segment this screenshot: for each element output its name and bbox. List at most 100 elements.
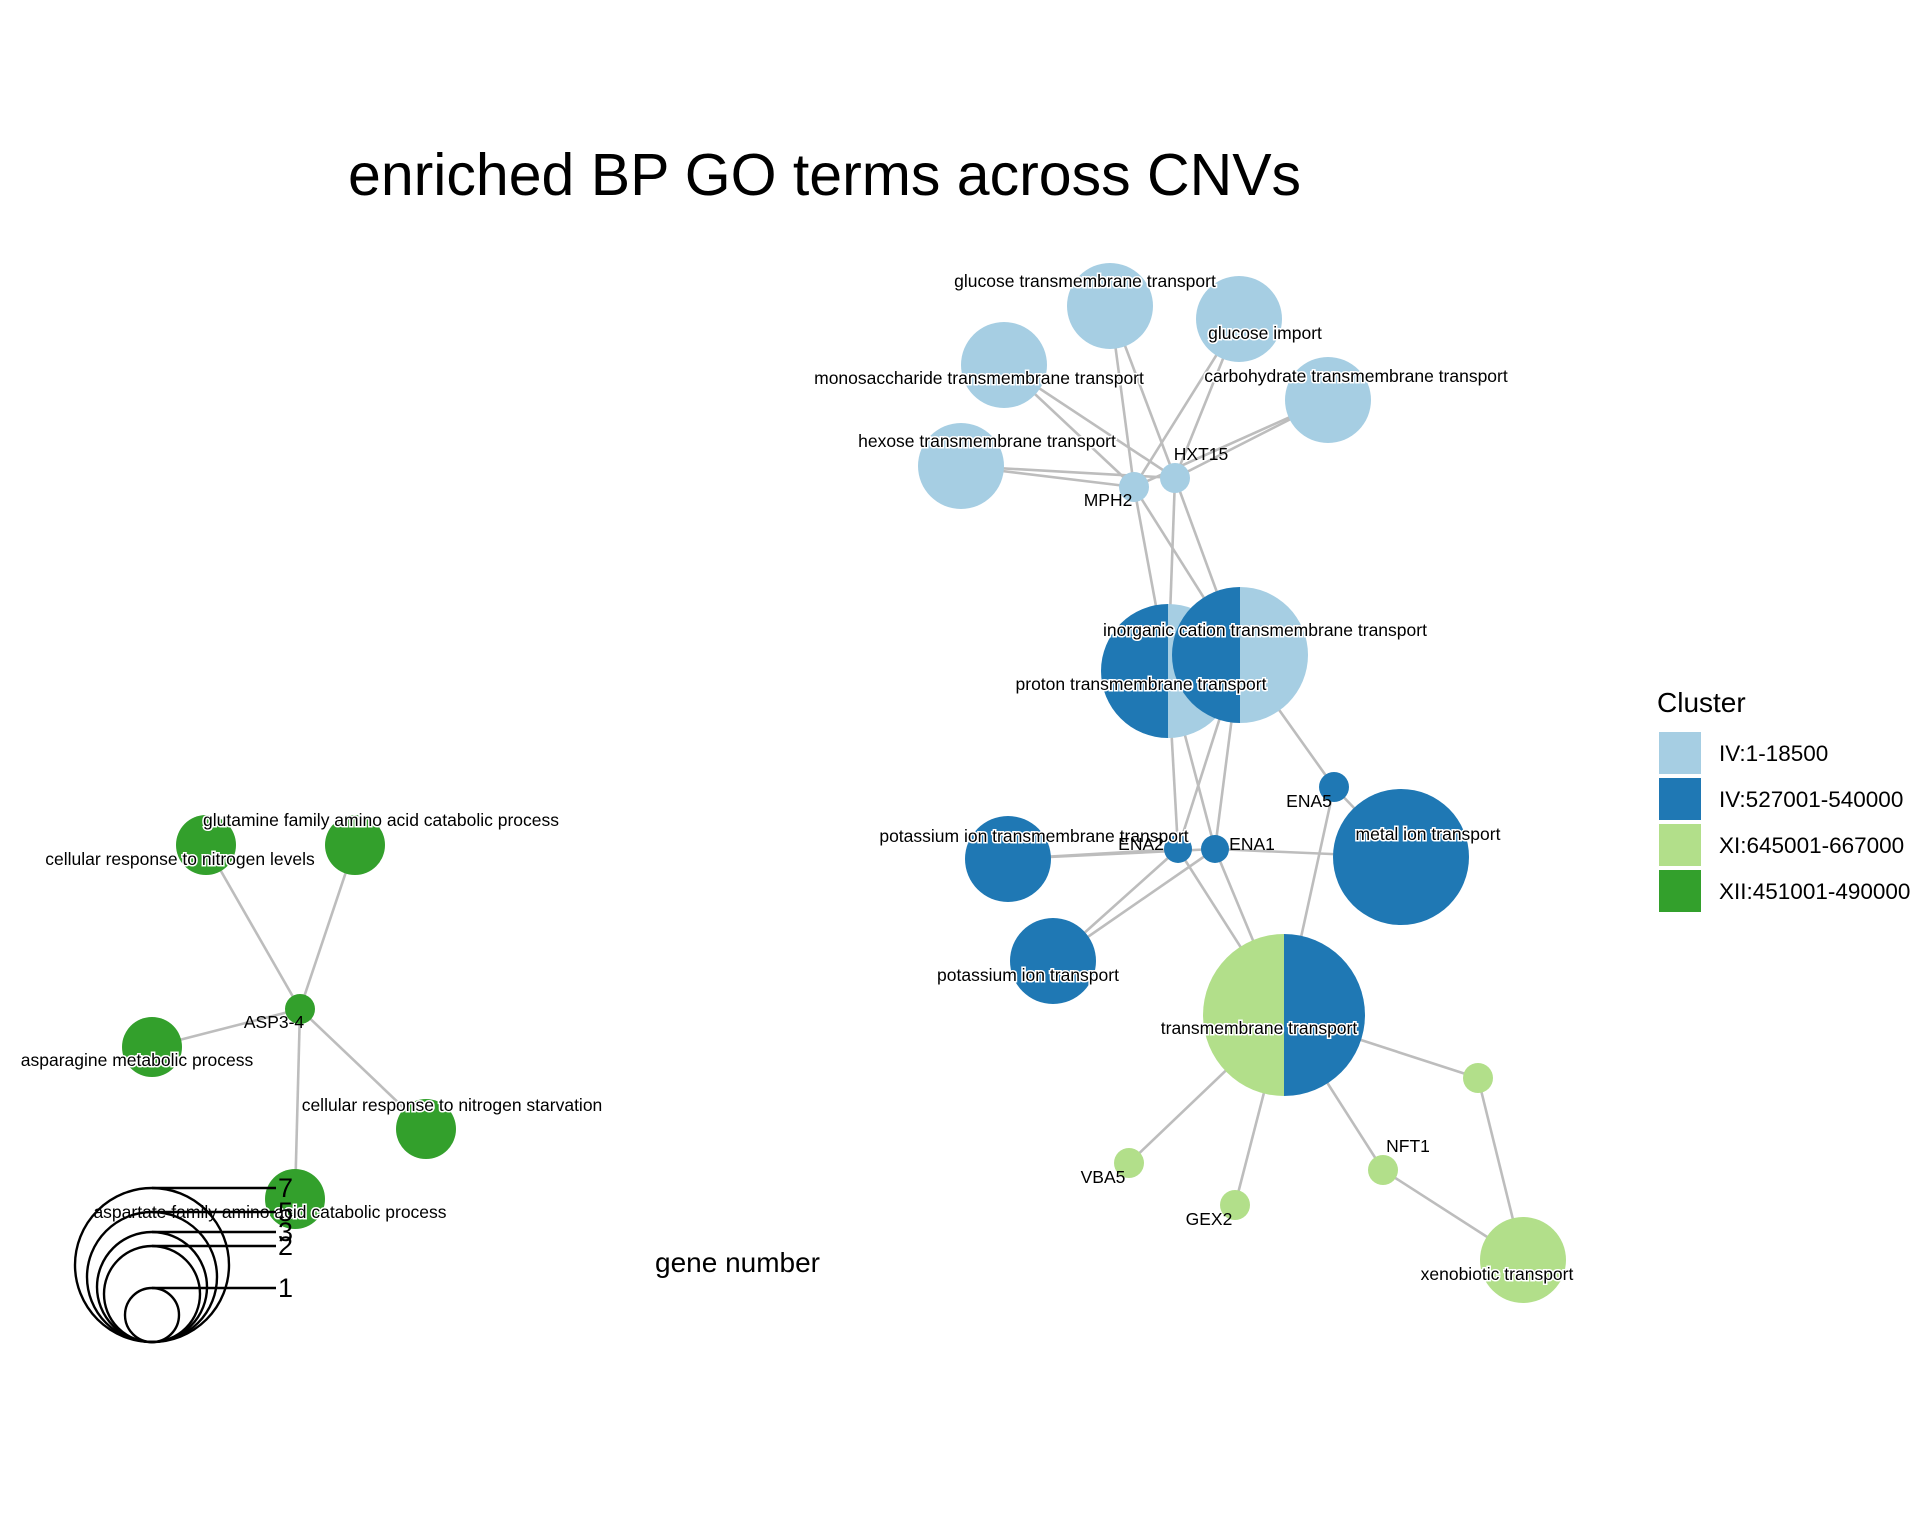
gene-label-mph2: MPH2: [1084, 490, 1133, 510]
pie-slice-right: [1284, 934, 1365, 1096]
gene-node-vba5: [1114, 1148, 1144, 1178]
size-legend-value-1: 1: [278, 1273, 293, 1303]
figure-title: enriched BP GO terms across CNVs: [348, 142, 1301, 208]
term-label-monosaccharide-transmembrane-transport: monosaccharide transmembrane transport: [814, 368, 1144, 388]
term-label-metal-ion-transport: metal ion transport: [1356, 824, 1501, 844]
pie-slice-right: [1240, 587, 1308, 723]
node-circle: [325, 815, 385, 875]
node-circle: [1201, 835, 1229, 863]
node-circle: [396, 1099, 456, 1159]
node-circle: [1160, 463, 1190, 493]
node-circle: [1220, 1190, 1250, 1220]
cluster-legend-title: Cluster: [1657, 687, 1746, 718]
cluster-legend-label-xi-645001-667000: XI:645001-667000: [1719, 833, 1904, 858]
node-circle: [965, 816, 1051, 902]
term-node-xenobiotic-transport: [1480, 1217, 1566, 1303]
network-labels: glucose transmembrane transport glucose i…: [19, 270, 1575, 1286]
node-circle: [1067, 263, 1153, 349]
gene-node-asp3-4: [285, 994, 315, 1024]
gene-node-ena1: [1201, 835, 1229, 863]
gene-node-mph2: [1119, 472, 1149, 502]
node-circle: [1463, 1063, 1493, 1093]
term-label-glucose-transmembrane-transport: glucose transmembrane transport: [954, 271, 1216, 291]
gene-label-ena2: ENA2: [1118, 834, 1164, 854]
node-circle: [918, 423, 1004, 509]
term-node-asparagine-metabolic-process: [122, 1017, 182, 1077]
term-node-transmembrane-transport: [1203, 934, 1365, 1096]
term-label-cellular-response-to-nitrogen-starvation: cellular response to nitrogen starvation: [302, 1095, 603, 1115]
term-node-monosaccharide-transmembrane-transport: [961, 322, 1047, 408]
cluster-legend-label-xii-451001-490000: XII:451001-490000: [1719, 879, 1910, 904]
cluster-legend-label-iv-1-18500: IV:1-18500: [1719, 741, 1828, 766]
term-node-aspartate-family-amino-acid-catabolic-process: [265, 1169, 325, 1229]
gene-node-ena5: [1319, 772, 1349, 802]
node-circle: [176, 815, 236, 875]
gene-label-ena5: ENA5: [1286, 791, 1332, 811]
node-circle: [1480, 1217, 1566, 1303]
term-node-potassium-ion-transmembrane-transport: [965, 816, 1051, 902]
term-label-glutamine-family-amino-acid-catabolic-process: glutamine family amino acid catabolic pr…: [203, 810, 559, 830]
term-node-glucose-import: [1196, 276, 1282, 362]
term-node-glucose-transmembrane-transport: [1067, 263, 1153, 349]
cluster-legend-label-iv-527001-540000: IV:527001-540000: [1719, 787, 1903, 812]
term-label-hexose-transmembrane-transport: hexose transmembrane transport: [858, 431, 1116, 451]
term-label-carbohydrate-transmembrane-transport: carbohydrate transmembrane transport: [1204, 366, 1508, 386]
cluster-legend-key-iv-527001-540000: [1659, 778, 1701, 820]
cluster-legend: Cluster IV:1-18500 IV:527001-540000 XI:645…: [1657, 687, 1910, 912]
term-label-potassium-ion-transmembrane-transport: potassium ion transmembrane transport: [879, 826, 1188, 846]
term-node-carbohydrate-transmembrane-transport: [1285, 357, 1371, 443]
gene-label-ena1: ENA1: [1229, 834, 1275, 854]
gene-label-asp3-4: ASP3-4: [244, 1012, 305, 1032]
gene-node-hxt15: [1160, 463, 1190, 493]
size-legend-value-5: 5: [278, 1197, 293, 1227]
size-legend-value-2: 2: [278, 1231, 293, 1261]
term-node-hexose-transmembrane-transport: [918, 423, 1004, 509]
node-circle: [1319, 772, 1349, 802]
term-label-transmembrane-transport: transmembrane transport: [1161, 1018, 1358, 1038]
term-label-proton-transmembrane-transport: proton transmembrane transport: [1016, 674, 1267, 694]
node-circle: [1164, 835, 1192, 863]
node-circle: [1333, 789, 1469, 925]
cluster-legend-key-xii-451001-490000: [1659, 870, 1701, 912]
node-circle: [1114, 1148, 1144, 1178]
pie-slice-left: [1203, 934, 1284, 1096]
term-label-inorganic-cation-transmembrane-transport: inorganic cation transmembrane transport: [1103, 620, 1427, 640]
pie-slice-left: [1172, 587, 1240, 723]
gene-label-hxt15: HXT15: [1174, 444, 1228, 464]
term-node-glutamine-family-amino-acid-catabolic-process: [325, 815, 385, 875]
term-label-xenobiotic-transport: xenobiotic transport: [1421, 1264, 1574, 1284]
node-circle: [1010, 918, 1096, 1004]
term-label-potassium-ion-transport: potassium ion transport: [937, 965, 1119, 985]
node-circle: [122, 1017, 182, 1077]
size-legend-value-7: 7: [278, 1173, 293, 1203]
node-circle: [1119, 472, 1149, 502]
pie-slice-left: [1101, 604, 1168, 738]
gene-node-nft1: [1368, 1155, 1398, 1185]
cluster-legend-key-xi-645001-667000: [1659, 824, 1701, 866]
term-node-cellular-response-to-nitrogen-levels: [176, 815, 236, 875]
term-label-asparagine-metabolic-process: asparagine metabolic process: [21, 1050, 254, 1070]
network-nodes: [122, 263, 1566, 1303]
cluster-legend-key-iv-1-18500: [1659, 732, 1701, 774]
edge-asp3-4-to-aspartate-family-amino-acid-catabolic-process: [293, 1008, 302, 1200]
edge-asp3-4-to-cellular-response-to-nitrogen-levels: [204, 844, 302, 1010]
gene-node-gex2: [1220, 1190, 1250, 1220]
gene-label-nft1: NFT1: [1386, 1136, 1430, 1156]
gene-node-unnamed: [1463, 1063, 1493, 1093]
gene-label-gex2: GEX2: [1186, 1209, 1233, 1229]
node-circle: [1196, 276, 1282, 362]
term-label-glucose-import: glucose import: [1208, 323, 1322, 343]
node-circle: [961, 322, 1047, 408]
node-circle: [1368, 1155, 1398, 1185]
term-node-metal-ion-transport: [1333, 789, 1469, 925]
term-node-potassium-ion-transport: [1010, 918, 1096, 1004]
gene-label-vba5: VBA5: [1081, 1167, 1126, 1187]
term-node-cellular-response-to-nitrogen-starvation: [396, 1099, 456, 1159]
gene-node-ena2: [1164, 835, 1192, 863]
term-label-cellular-response-to-nitrogen-levels: cellular response to nitrogen levels: [45, 849, 315, 869]
size-legend-value-3: 3: [278, 1217, 293, 1247]
node-circle: [265, 1169, 325, 1229]
